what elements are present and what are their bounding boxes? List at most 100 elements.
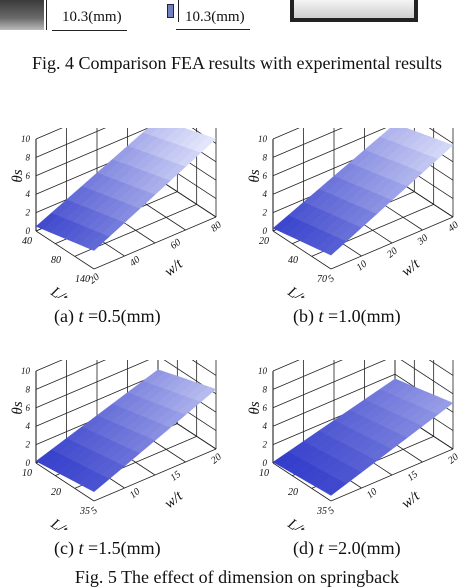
y-tick-label: 80 xyxy=(209,220,224,235)
z-tick-label: 2 xyxy=(26,208,31,218)
fig4-dimension-left: 10.3(mm) xyxy=(62,9,122,25)
left-wall-gridline xyxy=(35,360,63,372)
y-axis-title: w/t xyxy=(162,256,187,280)
z-tick-label: 8 xyxy=(263,384,268,394)
x-tick-label: 140 xyxy=(75,274,90,285)
z-tick-label: 6 xyxy=(263,171,268,181)
z-axis-title: θs xyxy=(247,401,263,414)
subcaption-d: (d) t =2.0(mm) xyxy=(293,538,401,558)
z-tick-label: 2 xyxy=(26,440,31,450)
z-tick-label: 4 xyxy=(263,421,268,431)
fig4-caption: Fig. 4 Comparison FEA results with exper… xyxy=(32,53,442,73)
y-tick-label: 5 xyxy=(326,505,337,517)
z-axis-title: θs xyxy=(247,169,263,182)
surface-patch xyxy=(323,479,347,496)
surface-patch xyxy=(86,475,110,493)
x-tick-label: 40 xyxy=(288,255,298,266)
x-tick-label: 80 xyxy=(51,255,61,266)
y-tick-label: 60 xyxy=(168,237,183,252)
x-axis-title: L/t xyxy=(47,283,71,298)
z-tick-label: 4 xyxy=(263,189,268,199)
x-axis-title: L/t xyxy=(47,515,71,530)
z-tick-label: 8 xyxy=(26,384,31,394)
x-tick-label: 35 xyxy=(79,506,90,517)
z-axis-title: θs xyxy=(10,401,26,414)
x-tick-label: 10 xyxy=(259,468,269,479)
back-wall-gridline xyxy=(428,360,454,376)
fig4-dimension-underline-left xyxy=(52,30,127,31)
fig4-dimension-right: 10.3(mm) xyxy=(185,9,245,25)
y-tick-label: 15 xyxy=(168,469,183,484)
left-wall-gridline xyxy=(272,128,300,140)
x-axis-title: L/t xyxy=(284,283,308,298)
z-tick-label: 0 xyxy=(26,458,31,468)
x-axis-title: L/t xyxy=(284,515,308,530)
fig4-specimen-marker xyxy=(167,4,174,18)
y-tick-label: 40 xyxy=(446,220,461,235)
subcaption-b: (b) t =1.0(mm) xyxy=(293,306,401,326)
z-tick-label: 2 xyxy=(263,208,268,218)
y-axis-title: w/t xyxy=(399,256,424,280)
back-wall-gridline xyxy=(400,360,454,395)
back-wall-gridline xyxy=(428,128,454,144)
floor-gridline xyxy=(35,230,95,270)
fig4-dimension-line-mid xyxy=(178,0,179,22)
z-tick-label: 10 xyxy=(258,134,268,144)
y-tick-label: 10 xyxy=(128,486,143,501)
z-tick-label: 4 xyxy=(26,189,31,199)
z-axis-title: θs xyxy=(10,169,26,182)
y-tick-label: 20 xyxy=(385,246,400,261)
y-tick-label: 20 xyxy=(209,452,224,467)
z-tick-label: 6 xyxy=(263,403,268,413)
x-tick-label: 20 xyxy=(259,236,269,247)
x-tick-label: 40 xyxy=(22,236,32,247)
fig4-dimension-underline-right xyxy=(176,29,250,30)
y-tick-label: 5 xyxy=(89,505,100,517)
fig4-dimension-line-left xyxy=(46,0,47,30)
y-axis-title: w/t xyxy=(162,488,187,512)
y-tick-label: 30 xyxy=(415,233,430,248)
z-tick-label: 0 xyxy=(26,226,31,236)
z-tick-label: 10 xyxy=(21,134,31,144)
left-wall-gridline xyxy=(35,128,63,140)
z-tick-label: 6 xyxy=(26,171,31,181)
floor-gridline xyxy=(35,462,95,502)
z-tick-label: 8 xyxy=(26,152,31,162)
y-tick-label: 15 xyxy=(405,469,420,484)
z-tick-label: 2 xyxy=(263,440,268,450)
fig5-caption: Fig. 5 The effect of dimension on spring… xyxy=(74,567,400,587)
x-tick-label: 70 xyxy=(317,274,327,285)
y-tick-label: 10 xyxy=(365,486,380,501)
floor-gridline xyxy=(272,462,332,502)
z-tick-label: 4 xyxy=(26,421,31,431)
z-tick-label: 6 xyxy=(26,403,31,413)
left-wall-gridline xyxy=(272,360,300,372)
fig4-image-right xyxy=(290,0,418,22)
subcaption-c: (c) t =1.5(mm) xyxy=(54,538,161,558)
z-tick-label: 0 xyxy=(263,226,268,236)
z-tick-label: 10 xyxy=(21,366,31,376)
floor-gridline xyxy=(272,230,332,270)
y-tick-label: 5 xyxy=(326,273,337,285)
x-tick-label: 35 xyxy=(316,506,327,517)
y-tick-label: 40 xyxy=(128,254,143,269)
subcaption-a: (a) t =0.5(mm) xyxy=(54,306,161,326)
floor-gridline xyxy=(157,178,217,218)
surface-patch xyxy=(86,233,110,251)
y-tick-label: 20 xyxy=(446,452,461,467)
surface-patch xyxy=(323,237,347,256)
back-wall-gridline xyxy=(191,360,217,376)
x-tick-label: 20 xyxy=(288,487,298,498)
z-tick-label: 10 xyxy=(258,366,268,376)
x-tick-label: 10 xyxy=(22,468,32,479)
y-tick-label: 10 xyxy=(355,259,370,274)
x-tick-label: 20 xyxy=(51,487,61,498)
z-tick-label: 8 xyxy=(263,152,268,162)
fig4-image-left xyxy=(0,0,44,30)
y-axis-title: w/t xyxy=(399,488,424,512)
z-tick-label: 0 xyxy=(263,458,268,468)
